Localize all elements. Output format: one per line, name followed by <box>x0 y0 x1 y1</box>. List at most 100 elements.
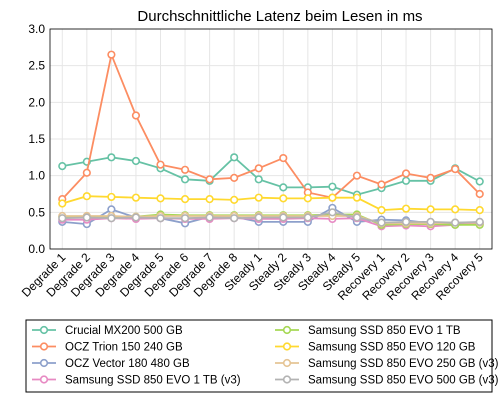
chart-title: Durchschnittliche Latenz beim Lesen in m… <box>137 8 422 25</box>
data-point <box>107 214 116 223</box>
data-point <box>131 193 141 202</box>
data-point <box>230 214 239 223</box>
legend-label: OCZ Trion 150 240 GB <box>65 342 183 354</box>
data-point <box>377 218 386 227</box>
data-point <box>401 204 411 213</box>
data-point <box>230 195 239 204</box>
data-point <box>279 183 288 192</box>
data-point <box>475 189 484 199</box>
legend-label: OCZ Vector 180 480 GB <box>65 358 190 370</box>
data-point <box>377 206 386 215</box>
y-tick-label: 0.0 <box>28 242 45 256</box>
data-point <box>475 177 484 186</box>
data-point <box>254 193 263 202</box>
data-point <box>352 193 362 202</box>
legend-box <box>25 319 493 393</box>
legend-item: Samsung SSD 850 EVO 1 TB <box>275 325 461 337</box>
data-point <box>475 217 484 226</box>
data-point <box>230 153 239 162</box>
legend-marker <box>39 342 49 351</box>
y-axis-ticks: 0.0 0.5 1.0 1.5 2.0 2.5 3.0 <box>28 22 45 256</box>
data-point <box>156 214 165 223</box>
y-tick-label: 2.5 <box>28 59 45 73</box>
legend-marker <box>282 342 292 351</box>
y-tick-label: 2.0 <box>28 95 45 109</box>
data-point <box>451 218 460 227</box>
series-line <box>61 51 481 200</box>
data-point <box>205 213 214 222</box>
data-point <box>180 214 190 223</box>
legend-item: Samsung SSD 850 EVO 120 GB <box>275 342 476 354</box>
y-tick-label: 1.5 <box>28 132 45 146</box>
data-point <box>352 171 362 180</box>
legend-item: OCZ Trion 150 240 GB <box>32 342 183 354</box>
data-point <box>180 175 190 184</box>
data-point <box>328 193 337 202</box>
legend-marker <box>282 375 292 384</box>
series-line <box>62 217 480 228</box>
legend-marker <box>282 325 292 335</box>
data-point <box>401 217 411 226</box>
legend-label: Samsung SSD 850 EVO 1 TB <box>308 325 461 337</box>
data-point <box>205 175 214 184</box>
data-point <box>401 176 411 185</box>
plot-frame <box>49 28 493 250</box>
legend-label: Crucial MX200 500 GB <box>65 325 183 337</box>
data-point <box>475 206 484 215</box>
legend-label: Samsung SSD 850 EVO 120 GB <box>308 342 476 354</box>
data-point <box>107 192 116 202</box>
data-point <box>180 165 190 174</box>
data-point <box>254 213 263 222</box>
legend: Crucial MX200 500 GB OCZ Trion 150 240 GB… <box>25 319 499 393</box>
data-point <box>303 194 312 203</box>
data-point <box>352 213 362 222</box>
data-point <box>451 205 460 214</box>
data-point <box>426 173 435 182</box>
data-point <box>377 180 386 189</box>
data-point <box>401 169 411 178</box>
series-line <box>62 211 480 224</box>
data-point <box>254 164 263 173</box>
series-6 <box>58 192 484 215</box>
legend-marker <box>39 325 49 335</box>
legend-item: Samsung SSD 850 EVO 500 GB (v3) <box>275 375 499 387</box>
data-point <box>180 195 190 204</box>
data-point <box>82 168 91 177</box>
data-point <box>230 173 239 182</box>
legend-label: Samsung SSD 850 EVO 250 GB (v3) <box>308 358 499 370</box>
legend-item: Samsung SSD 850 EVO 250 GB (v3) <box>275 358 499 370</box>
legend-label: Samsung SSD 850 EVO 1 TB (v3) <box>65 375 241 387</box>
legend-marker <box>39 358 49 368</box>
data-point <box>82 213 91 222</box>
data-point <box>131 111 141 120</box>
data-point <box>156 194 165 203</box>
legend-marker <box>39 375 49 384</box>
data-point <box>131 156 141 166</box>
series-2 <box>58 50 484 204</box>
legend-item: OCZ Vector 180 480 GB <box>32 358 190 370</box>
series-layer <box>58 50 484 231</box>
y-tick-label: 1.0 <box>28 169 45 183</box>
legend-label: Samsung SSD 850 EVO 500 GB (v3) <box>308 375 499 387</box>
data-point <box>58 214 67 223</box>
series-line <box>62 215 480 225</box>
data-point <box>328 208 337 217</box>
data-point <box>426 205 435 214</box>
data-point <box>254 175 263 184</box>
series-8 <box>58 208 484 227</box>
data-point <box>58 199 67 208</box>
data-point <box>426 217 435 226</box>
data-point <box>131 213 141 222</box>
data-point <box>107 205 116 214</box>
y-tick-label: 3.0 <box>28 22 45 36</box>
data-point <box>156 160 165 169</box>
series-line <box>62 156 481 196</box>
data-point <box>451 164 460 174</box>
data-point <box>82 192 91 201</box>
y-tick-label: 0.5 <box>28 205 45 219</box>
data-point <box>279 153 288 163</box>
data-point <box>279 213 288 222</box>
data-point <box>107 153 116 162</box>
